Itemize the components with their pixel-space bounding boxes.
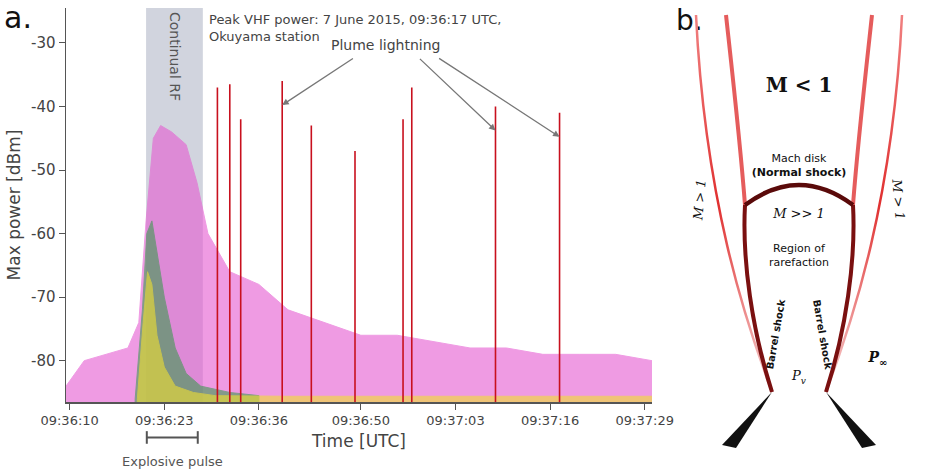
svg-text:Plume lightning: Plume lightning	[331, 37, 440, 53]
svg-text:-40: -40	[31, 98, 56, 116]
svg-text:09:37:16: 09:37:16	[521, 413, 579, 428]
svg-text:-30: -30	[31, 34, 56, 52]
svg-text:09:36:10: 09:36:10	[40, 413, 98, 428]
svg-text:Mach disk: Mach disk	[772, 152, 828, 165]
svg-text:Barrel shock: Barrel shock	[764, 298, 787, 370]
svg-text:-70: -70	[31, 288, 56, 306]
svg-text:Pv: Pv	[791, 368, 806, 386]
svg-text:P∞: P∞	[868, 349, 888, 368]
svg-text:M > 1: M > 1	[889, 178, 908, 221]
svg-text:M >> 1: M >> 1	[772, 206, 825, 221]
svg-text:M > 1: M > 1	[690, 179, 709, 222]
svg-text:09:36:36: 09:36:36	[230, 413, 288, 428]
svg-text:Continual RF: Continual RF	[167, 12, 183, 101]
svg-text:09:37:03: 09:37:03	[426, 413, 484, 428]
svg-text:-80: -80	[31, 352, 56, 370]
html-text:a.: a.	[4, 0, 32, 35]
svg-text:Explosive pulse: Explosive pulse	[122, 454, 223, 469]
svg-text:09:36:50: 09:36:50	[332, 413, 390, 428]
svg-text:(Normal shock): (Normal shock)	[752, 166, 847, 179]
svg-text:09:37:29: 09:37:29	[616, 413, 674, 428]
svg-text:-50: -50	[31, 161, 56, 179]
svg-text:Peak VHF power: 7 June 2015, 0: Peak VHF power: 7 June 2015, 09:36:17 UT…	[209, 12, 501, 44]
svg-text:-60: -60	[31, 225, 56, 243]
svg-text:Region of: Region of	[773, 242, 826, 255]
svg-text:Max power [dBm]: Max power [dBm]	[4, 130, 24, 281]
svg-text:Time [UTC]: Time [UTC]	[311, 431, 406, 451]
svg-text:rarefaction: rarefaction	[769, 256, 829, 269]
svg-text:Barrel shock: Barrel shock	[811, 299, 834, 371]
svg-text:M < 1: M < 1	[766, 73, 833, 97]
svg-text:09:36:23: 09:36:23	[135, 413, 193, 428]
svg-text:b.: b.	[676, 4, 703, 37]
